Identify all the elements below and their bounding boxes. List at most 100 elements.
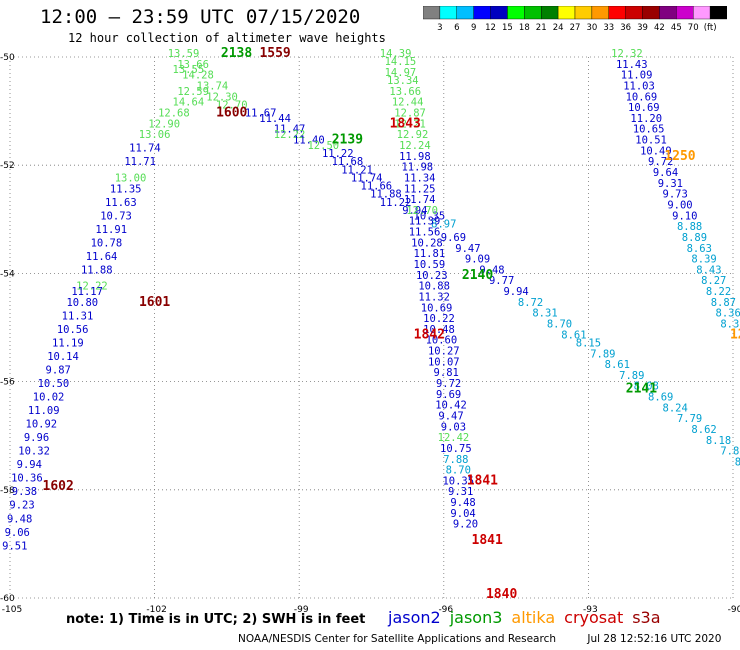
colorbar-label: 36 [620, 23, 631, 32]
footer-note: note: 1) Time is in UTC; 2) SWH is in fe… [66, 612, 366, 627]
colorbar-label: 12 [485, 23, 496, 32]
pass-time-label-jason3: 2139 [332, 133, 363, 148]
swh-value-altika: 9.31 [658, 178, 683, 190]
swh-value-altika: 10.65 [633, 124, 665, 136]
swh-value-jason3: 11.88 [370, 189, 402, 201]
swh-value-cryosat: 9.81 [434, 367, 459, 379]
swh-value-altika: 8.89 [682, 232, 707, 244]
swh-value-cryosat: 11.32 [418, 291, 450, 303]
swh-value-altika: 10.69 [628, 102, 660, 114]
swh-value-cryosat: 11.98 [399, 151, 431, 163]
swh-colorbar: 3 6 9 12 15 18 21 24 27 30 33 36 39 42 45 70 (ft) [423, 6, 727, 32]
swh-value-s3a: 10.92 [26, 419, 58, 431]
swh-value-cryosat: 10.69 [421, 302, 453, 314]
swh-value-s3a: 12.22 [76, 281, 108, 293]
colorbar-label: 9 [471, 23, 476, 32]
pass-time-label-cryosat: 1843 [390, 116, 421, 131]
swh-value-jason3: 11.40 [293, 135, 325, 147]
swh-value-jason3: 8.61 [561, 329, 586, 341]
swh-value-s3a: 13.55 [173, 64, 205, 76]
swh-value-s3a: 10.14 [47, 351, 79, 363]
swh-value-altika: 11.43 [616, 59, 648, 71]
colorbar-label: 39 [637, 23, 648, 32]
swh-value-cryosat: 10.42 [435, 400, 467, 412]
swh-value-cryosat: 12.92 [397, 129, 429, 141]
swh-value-jason3: 8.97 [431, 218, 456, 230]
swh-value-s3a: 13.66 [177, 59, 209, 71]
swh-value-altika: 8.88 [677, 221, 702, 233]
swh-value-jason3: 10.35 [414, 210, 446, 222]
swh-value-jason3: 9.77 [489, 275, 514, 287]
x-tick-label: -93 [583, 605, 598, 615]
swh-value-cryosat: 9.47 [438, 410, 463, 422]
swh-value-cryosat: 9.72 [436, 378, 461, 390]
swh-value-cryosat: 9.04 [450, 508, 475, 520]
colorbar-label: 30 [586, 23, 597, 32]
swh-value-s3a: 13.59 [168, 48, 200, 60]
swh-value-altika: 8.37 [720, 319, 740, 331]
swh-value-jason3: 7.79 [677, 413, 702, 425]
colorbar-swatch [709, 6, 727, 20]
swh-value-s3a: 11.88 [81, 264, 113, 276]
swh-value-cryosat: 10.35 [442, 475, 474, 487]
swh-value-s3a: 9.51 [2, 540, 27, 552]
swh-value-cryosat: 10.60 [426, 335, 458, 347]
swh-value-s3a: 10.73 [100, 210, 132, 222]
swh-value-jason3: 8.31 [532, 308, 557, 320]
swh-value-cryosat: 9.03 [441, 421, 466, 433]
pass-time-label-jason3: 2138 [221, 46, 252, 61]
swh-value-cryosat: 14.97 [385, 67, 417, 79]
x-tick-label: -105 [2, 605, 22, 615]
y-tick-label: -60 [0, 594, 15, 604]
swh-value-s3a: 12.68 [158, 108, 190, 120]
colorbar-label: 24 [553, 23, 564, 32]
swh-value-s3a: 12.30 [206, 91, 238, 103]
swh-value-jason3: 11.68 [332, 156, 364, 168]
swh-value-s3a: 12.90 [148, 118, 180, 130]
swh-value-cryosat: 12.24 [399, 140, 431, 152]
swh-value-jason3: 11.21 [341, 164, 373, 176]
swh-value-cryosat: 10.59 [414, 259, 446, 271]
colorbar-label: 45 [671, 23, 682, 32]
swh-value-cryosat: 10.48 [423, 324, 455, 336]
swh-value-cryosat: 14.15 [385, 56, 417, 68]
swh-value-cryosat: 11.74 [404, 194, 436, 206]
swh-value-s3a: 11.44 [259, 113, 291, 125]
swh-value-s3a: 14.64 [173, 97, 205, 109]
swh-value-s3a: 9.94 [17, 459, 42, 471]
swh-value-s3a: 11.63 [105, 197, 137, 209]
pass-time-label-cryosat: 1841 [472, 533, 503, 548]
swh-value-s3a: 13.74 [197, 80, 229, 92]
swh-value-cryosat: 9.31 [448, 486, 473, 498]
colorbar-label: 70 [688, 23, 699, 32]
y-tick-label: -58 [0, 486, 15, 496]
page-title: 12:00 – 23:59 UTC 07/15/2020 [40, 6, 361, 28]
swh-value-altika: 8.39 [691, 254, 716, 266]
swh-value-jason3: 8.08 [634, 381, 659, 393]
colorbar-label: 18 [519, 23, 530, 32]
swh-value-cryosat: 7.88 [443, 454, 468, 466]
swh-value-altika: 8.22 [706, 286, 731, 298]
colorbar-label: (ft) [704, 23, 717, 32]
swh-value-jason3: 12.22 [274, 129, 306, 141]
swh-value-s3a: 11.71 [124, 156, 156, 168]
swh-value-s3a: 10.80 [66, 297, 98, 309]
swh-value-altika: 10.69 [626, 91, 658, 103]
swh-value-cryosat: 9.20 [453, 519, 478, 531]
swh-value-altika: 9.73 [663, 189, 688, 201]
swh-value-jason3: 8.72 [518, 297, 543, 309]
swh-value-cryosat: 11.81 [414, 248, 446, 260]
swh-value-s3a: 11.64 [86, 251, 118, 263]
swh-value-altika: 8.87 [711, 297, 736, 309]
footer-credit: NOAA/NESDIS Center for Satellite Applica… [238, 633, 740, 645]
swh-value-jason3: 9.69 [441, 232, 466, 244]
swh-value-cryosat: 12.87 [394, 108, 426, 120]
swh-value-s3a: 11.74 [129, 143, 161, 155]
swh-value-s3a: 11.67 [245, 108, 277, 120]
pass-time-label-altika: 12 [730, 327, 740, 342]
x-tick-label: -99 [294, 605, 309, 615]
swh-value-s3a: 10.78 [91, 237, 123, 249]
swh-value-cryosat: 13.34 [387, 75, 419, 87]
pass-time-label-jason3: 2141 [626, 381, 657, 396]
